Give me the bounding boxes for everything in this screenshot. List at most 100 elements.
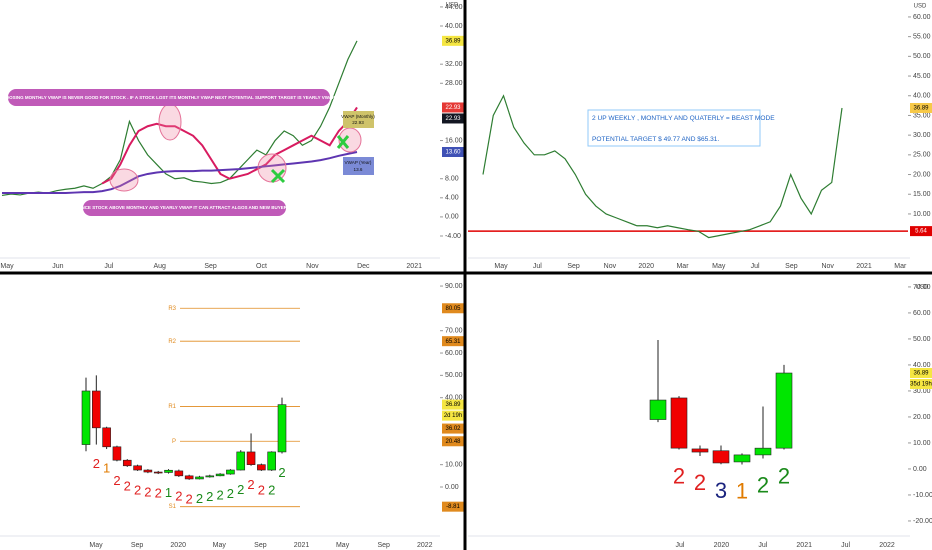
x-tick-label: Jul [533, 263, 542, 270]
unit: USD [914, 4, 927, 10]
y-tick-label: 35.00 [913, 112, 931, 119]
y-tick-label: 55.00 [913, 33, 931, 40]
price-tag [442, 113, 464, 124]
y-tick-label: 40.00 [445, 23, 463, 30]
x-tick-label: May [712, 263, 726, 270]
price-line [1, 40, 358, 197]
x-tick-label: 2022 [879, 542, 895, 549]
price-tag-label: 2d 19h [444, 413, 462, 419]
x-tick-label: May [494, 263, 508, 270]
count-label: 1 [165, 485, 172, 500]
pivot-name: R1 [168, 404, 176, 410]
count-label: 2 [757, 472, 769, 497]
y-tick-label: 40.00 [445, 395, 463, 402]
candle-body [102, 427, 111, 448]
price-line [2, 151, 358, 195]
count-label: 2 [673, 463, 685, 488]
note-box [587, 109, 761, 147]
count-label: 2 [155, 485, 162, 500]
price-tag [442, 436, 464, 447]
unit: USD [916, 285, 929, 291]
count-label: 2 [93, 456, 100, 471]
price-tag [442, 410, 464, 421]
highlight [109, 168, 139, 192]
callout [83, 200, 286, 216]
count-label: 2 [134, 482, 141, 497]
y-tick-label: -4.00 [445, 233, 461, 240]
price-tag-label: 36.89 [913, 371, 929, 377]
vwap-value: 22.93 [352, 120, 364, 125]
candle-body [649, 399, 667, 420]
x-tick-label: Oct [256, 263, 267, 270]
x-tick-label: Jul [751, 263, 760, 270]
y-tick-label: 20.00 [913, 414, 931, 421]
count-label: 2 [247, 477, 254, 492]
price-tag-label: 80.05 [445, 306, 461, 312]
x-tick-label: Mar [894, 263, 907, 270]
vwap-box [343, 111, 374, 128]
price-tag-label: 65.31 [445, 339, 461, 345]
price-tag-label: 36.89 [913, 106, 929, 112]
count-label: 2 [216, 488, 223, 503]
count-label: 2 [237, 482, 244, 497]
y-tick-label: 60.00 [913, 310, 931, 317]
y-tick-label: 40.00 [913, 362, 931, 369]
candle-body [277, 404, 287, 453]
y-tick-label: 10.00 [913, 211, 931, 218]
y-tick-label: 90.00 [445, 283, 463, 290]
candle-body [122, 459, 132, 467]
price-tag [910, 368, 932, 379]
y-tick-label: 20.00 [913, 171, 931, 178]
vwap-label: VWAP (Year) [345, 160, 372, 165]
price-tag-label: 35d 19h [910, 382, 932, 388]
x-tick-label: Mar [676, 263, 689, 270]
x-tick-label: Jul [104, 263, 113, 270]
price-tag [442, 501, 464, 512]
x-tick-label: Sep [254, 542, 267, 549]
candle-body [164, 469, 173, 473]
price-tag-label: 22.93 [445, 116, 461, 122]
x-tick-label: 2020 [638, 263, 654, 270]
x-tick-label: Jul [841, 542, 850, 549]
x-tick-label: 2020 [714, 542, 730, 549]
y-tick-label: 70.00 [913, 284, 931, 291]
price-tag-label: 36.89 [445, 402, 461, 408]
count-label: 2 [186, 491, 193, 506]
y-tick-label: 30.00 [913, 132, 931, 139]
x-tick-label: 2021 [856, 263, 872, 270]
x-tick-label: Jul [758, 542, 767, 549]
x-tick-label: May [213, 542, 227, 549]
x-tick-label: Nov [306, 263, 319, 270]
x-tick-label: 2020 [170, 542, 186, 549]
count-label: 2 [278, 465, 285, 480]
pivot-name: P [172, 439, 176, 445]
candle-body [184, 475, 194, 480]
count-label: 2 [268, 482, 275, 497]
count-label: 2 [175, 488, 182, 503]
price-tag [910, 226, 932, 237]
candle-body [691, 448, 709, 453]
x-tick-label: Sep [131, 542, 144, 549]
y-tick-label: 16.00 [445, 137, 463, 144]
y-tick-label: 40.00 [913, 93, 931, 100]
vwap-value: 13.6 [354, 167, 363, 172]
y-tick-label: -20.00 [913, 518, 932, 525]
candle-body [112, 446, 122, 461]
highlight [158, 103, 182, 141]
price-tag [442, 146, 464, 157]
x-tick-label: May [89, 542, 103, 549]
y-tick-label: 15.00 [913, 191, 931, 198]
price-tag-label: 20.48 [445, 439, 461, 445]
count-label: 2 [694, 470, 706, 495]
x-tick-label: Sep [377, 542, 390, 549]
y-tick-label: 0.00 [445, 214, 459, 221]
y-tick-label: 50.00 [913, 53, 931, 60]
count-label: 2 [227, 486, 234, 501]
count-label: 2 [258, 482, 265, 497]
price-tag [442, 423, 464, 434]
candle-body [133, 465, 142, 471]
y-tick-label: 30.00 [913, 388, 931, 395]
price-tag [442, 102, 464, 113]
price-line [101, 106, 358, 185]
candle-body [153, 471, 163, 474]
